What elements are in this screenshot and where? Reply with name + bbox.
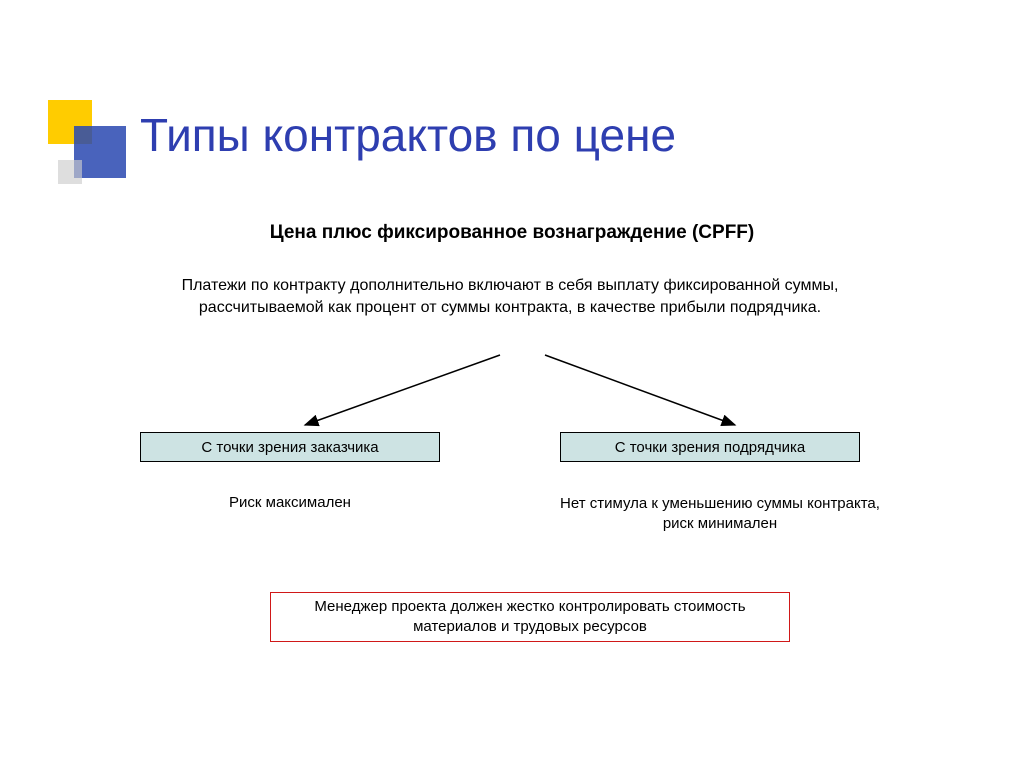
customer-caption: Риск максимален: [140, 494, 440, 511]
contractor-box: С точки зрения подрядчика: [560, 432, 860, 462]
description-text: Платежи по контракту дополнительно включ…: [160, 275, 860, 320]
deco-square-gray: [58, 160, 82, 184]
customer-box-label: С точки зрения заказчика: [201, 439, 378, 456]
contractor-caption: Нет стимула к уменьшению суммы контракта…: [560, 494, 880, 535]
contractor-box-label: С точки зрения подрядчика: [615, 439, 806, 456]
customer-box: С точки зрения заказчика: [140, 432, 440, 462]
manager-note-box: Менеджер проекта должен жестко контролир…: [270, 592, 790, 642]
title-decoration: [40, 100, 130, 190]
page-title: Типы контрактов по цене: [140, 108, 676, 162]
subtitle: Цена плюс фиксированное вознаграждение (…: [0, 222, 1024, 244]
branch-arrows: [0, 340, 1024, 440]
manager-note-text: Менеджер проекта должен жестко контролир…: [281, 597, 779, 638]
